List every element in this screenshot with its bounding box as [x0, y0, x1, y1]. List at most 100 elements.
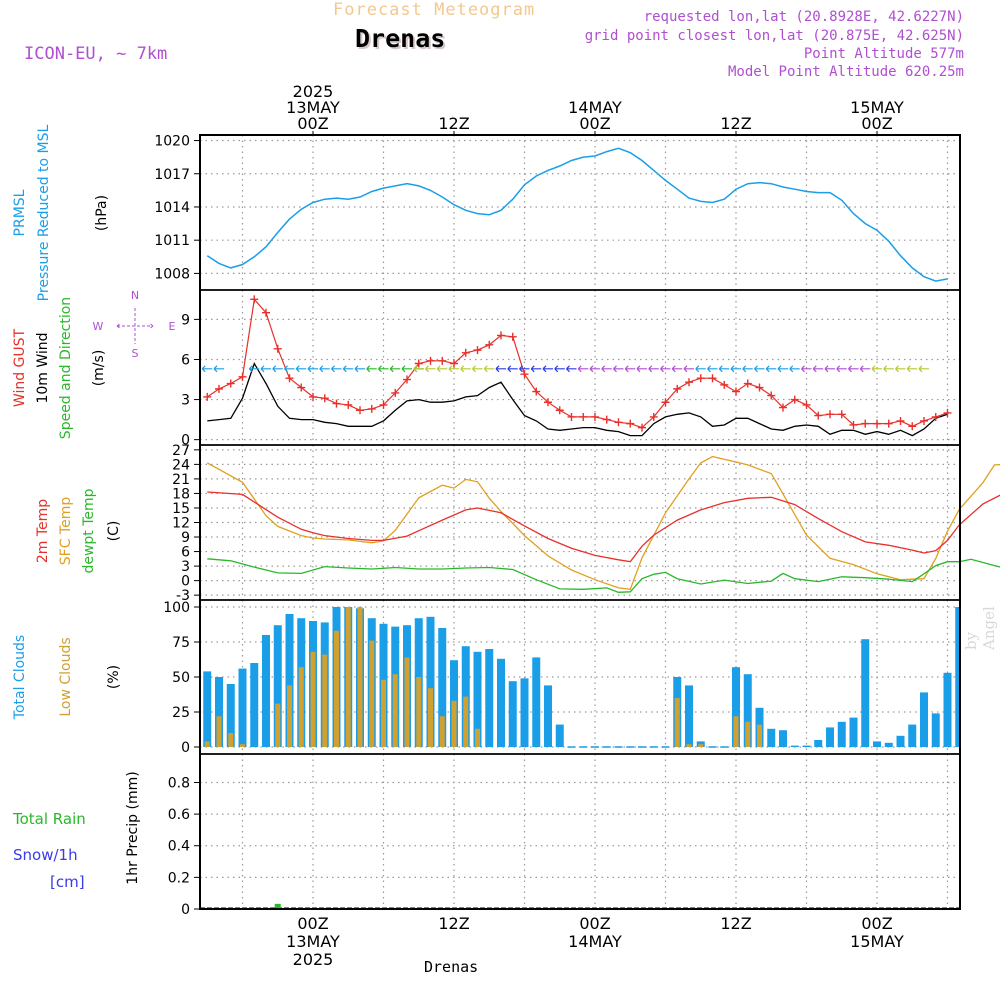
wind-direction-arrow: [777, 365, 788, 373]
wind-direction-arrow: [366, 365, 377, 373]
wind-direction-arrow: [836, 365, 847, 373]
precip-axis-label: 1hr Precip (mm): [125, 771, 141, 884]
top-time-label: 14MAY: [568, 98, 622, 117]
temp-axis-label: dewpt Temp: [81, 488, 97, 573]
wind-direction-arrow: [801, 365, 812, 373]
total-cloud-bar: [743, 674, 752, 747]
wind-direction-arrow: [789, 365, 800, 373]
low-cloud-bar: [757, 724, 762, 747]
pressure-ytick-label: 1020: [154, 134, 190, 150]
wind-gust-marker: [567, 412, 576, 421]
wind-gust-marker: [943, 408, 952, 417]
wind-gust-marker: [661, 398, 670, 407]
clouds-ytick-label: 0: [181, 740, 190, 756]
wind-gust-marker: [497, 331, 505, 340]
precip-panel: 0 0.2 0.4 0.6 0.8: [168, 754, 960, 918]
bottom-time-label: 12Z: [438, 914, 469, 933]
wind-axis-label: (m/s): [91, 350, 107, 387]
low-cloud-bar: [674, 698, 680, 747]
total-cloud-bar: [238, 668, 247, 747]
low-cloud-bar: [310, 651, 316, 747]
total-cloud-bar: [285, 614, 294, 747]
total-cloud-bar: [908, 724, 917, 747]
wind-direction-arrow: [742, 365, 753, 373]
footer-location: Drenas: [424, 958, 479, 976]
total-cloud-bar: [814, 740, 823, 747]
wind-gust-marker: [638, 423, 646, 432]
wind-gust-marker: [837, 410, 846, 419]
wind-gust-marker: [438, 356, 447, 365]
wind-gust-marker: [849, 420, 858, 429]
wind-direction-arrow: [859, 365, 871, 373]
temperature-ytick-label: 3: [181, 559, 190, 575]
low-cloud-bar: [745, 721, 751, 747]
temperature-ytick-label: 6: [181, 545, 190, 561]
wind-gust-marker: [520, 370, 529, 379]
top-time-label: 00Z: [297, 114, 328, 133]
wind-direction-arrow: [201, 365, 213, 373]
grid-point-coords: grid point closest lon,lat (20.875E, 42.…: [584, 28, 964, 44]
total-cloud-bar: [861, 639, 870, 747]
total-cloud-bar: [262, 635, 270, 747]
precip-ytick-label: 0.4: [168, 839, 190, 855]
total-cloud-bar: [685, 685, 693, 747]
bottom-time-label: 12Z: [720, 914, 751, 933]
wind-gust-marker: [485, 340, 494, 349]
total-cloud-bar: [826, 727, 834, 747]
pressure-ytick-label: 1014: [154, 200, 190, 216]
wind-direction-arrow: [812, 365, 824, 373]
clouds-ytick-label: 100: [163, 600, 190, 616]
temperature-ytick-label: 0: [181, 574, 190, 590]
total-cloud-bar: [873, 741, 881, 747]
low-cloud-bar: [416, 677, 422, 747]
chart-frame: [199, 134, 961, 910]
total-cloud-bar: [555, 724, 564, 747]
total-cloud-bar: [426, 616, 435, 747]
temperature-ytick-label: -3: [176, 588, 190, 604]
clouds-panel: 0 25 50 75 100: [163, 600, 960, 756]
wind-gust-marker: [473, 346, 482, 355]
wind-direction-arrow: [472, 365, 483, 373]
total-cloud-bar: [779, 730, 787, 747]
bottom-time-label: 13MAY: [286, 932, 340, 951]
bottom-time-label: 00Z: [297, 914, 328, 933]
wind-gust-marker: [426, 356, 435, 365]
total-cloud-bar: [485, 649, 494, 747]
wind-gust-marker: [356, 406, 364, 415]
wind-panel: 0 3 6 9: [181, 290, 960, 449]
wind-gust-marker: [732, 387, 740, 396]
total-cloud-bar: [884, 742, 893, 747]
low-cloud-bar: [287, 685, 292, 747]
snow-label: Snow/1h: [13, 846, 78, 864]
wind-direction-arrow: [272, 365, 283, 373]
wind-gust-marker: [532, 387, 541, 396]
wind-direction-arrow: [577, 365, 589, 373]
wind-gust-marker: [320, 394, 329, 403]
wind-gust-marker: [403, 375, 411, 384]
low-cloud-bar: [334, 630, 339, 747]
wind-gust-marker: [814, 411, 823, 420]
wind-direction-arrow: [331, 365, 342, 373]
total-cloud-bar: [931, 713, 940, 747]
total-cloud-bar: [732, 667, 740, 747]
low-cloud-bar: [463, 696, 469, 747]
temperature-ytick-label: 15: [172, 501, 190, 517]
total-cloud-bar: [508, 681, 517, 747]
pressure-axis-label: PRMSL: [12, 189, 28, 236]
low-cloud-bar: [345, 607, 351, 747]
wind-gust-marker: [602, 415, 611, 424]
wind-axis-label: Speed and Direction: [58, 297, 74, 439]
wind-gust-marker: [450, 359, 458, 368]
wind-gust-marker: [767, 391, 776, 400]
wind-gust-marker: [755, 383, 764, 392]
total-cloud-bar: [790, 745, 799, 747]
total-cloud-bar: [473, 651, 482, 747]
compass-north: N: [131, 289, 139, 302]
bottom-time-label: 15MAY: [850, 932, 904, 951]
top-time-label: 13MAY: [286, 98, 340, 117]
wind-gust-marker: [614, 418, 623, 427]
wind-gust-marker: [332, 399, 341, 408]
top-time-label: 12Z: [438, 114, 469, 133]
wind-direction-arrow: [718, 365, 730, 373]
bottom-time-label: 00Z: [861, 914, 892, 933]
